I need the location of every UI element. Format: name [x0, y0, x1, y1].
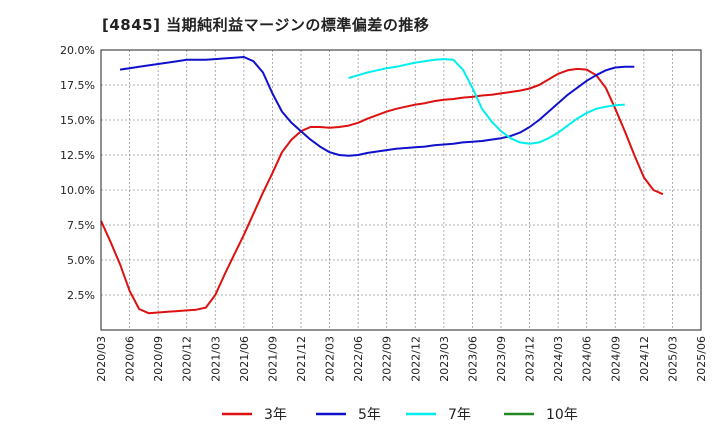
- x-tick-label: 2023/03: [438, 336, 451, 382]
- series-line-7年: [348, 58, 625, 145]
- legend-label: 3年: [264, 407, 287, 423]
- y-axis: 2.5% 5.0% 7.5% 10.0% 12.5% 15.0% 17.5% 20.0%: [60, 44, 95, 302]
- y-tick-label: 10.0%: [60, 184, 95, 197]
- y-tick-label: 5.0%: [67, 254, 95, 267]
- y-tick-label: 2.5%: [67, 289, 95, 302]
- legend-label: 10年: [546, 407, 578, 423]
- x-tick-label: 2020/03: [95, 336, 108, 382]
- x-tick-label: 2022/03: [324, 336, 337, 382]
- x-tick-label: 2022/09: [381, 336, 394, 382]
- grid: [100, 49, 702, 330]
- x-tick-label: 2020/09: [152, 336, 165, 382]
- x-tick-label: 2021/06: [238, 336, 251, 382]
- x-tick-label: 2021/12: [295, 336, 308, 382]
- x-tick-label: 2021/03: [209, 336, 222, 382]
- y-tick-label: 7.5%: [67, 219, 95, 232]
- x-tick-label: 2025/06: [695, 336, 708, 382]
- x-tick-label: 2023/12: [524, 336, 537, 382]
- series-line-5年: [119, 56, 635, 157]
- y-tick-label: 12.5%: [60, 149, 95, 162]
- x-axis: 2020/03 2020/06 2020/09 2020/12 2021/03 2021/…: [95, 336, 708, 382]
- legend-label: 5年: [358, 407, 381, 423]
- x-tick-label: 2024/03: [552, 336, 565, 382]
- x-tick-label: 2023/09: [495, 336, 508, 382]
- series-lines: [100, 56, 664, 315]
- y-tick-label: 20.0%: [60, 44, 95, 57]
- chart-title: [4845] 当期純利益マージンの標準偏差の推移: [102, 16, 430, 34]
- x-tick-label: 2020/12: [181, 336, 194, 382]
- legend: 3年 5年 7年 10年: [222, 407, 578, 423]
- x-tick-label: 2021/09: [266, 336, 279, 382]
- y-tick-label: 17.5%: [60, 79, 95, 92]
- x-tick-label: 2025/03: [666, 336, 679, 382]
- x-tick-label: 2022/12: [409, 336, 422, 382]
- x-tick-label: 2023/06: [466, 336, 479, 382]
- plot-frame: [100, 49, 702, 331]
- y-tick-label: 15.0%: [60, 114, 95, 127]
- series-line-3年: [100, 67, 664, 315]
- x-tick-label: 2024/12: [638, 336, 651, 382]
- legend-label: 7年: [448, 407, 471, 423]
- x-tick-label: 2020/06: [124, 336, 137, 382]
- x-tick-label: 2024/09: [609, 336, 622, 382]
- x-tick-label: 2024/06: [581, 336, 594, 382]
- x-tick-label: 2022/06: [352, 336, 365, 382]
